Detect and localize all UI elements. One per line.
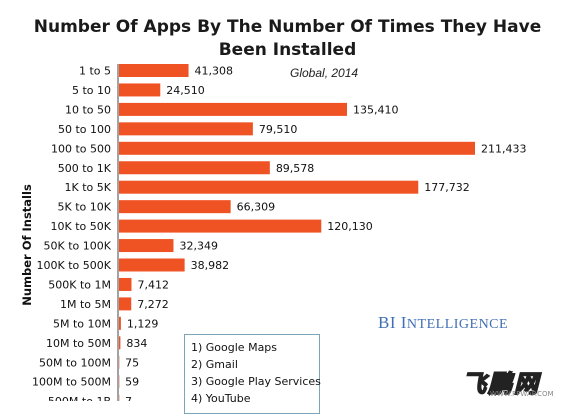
value-label: 24,510 bbox=[166, 84, 205, 97]
category-label: 1 to 5 bbox=[79, 65, 111, 78]
bar bbox=[119, 336, 120, 349]
category-label: 500 to 1K bbox=[58, 162, 112, 175]
value-label: 59 bbox=[125, 376, 139, 389]
watermark-url: WWW.FPWAP.COM bbox=[490, 390, 554, 398]
bar bbox=[119, 64, 189, 77]
value-label: 32,349 bbox=[179, 240, 218, 253]
category-label: 100M to 500M bbox=[32, 376, 111, 389]
category-label: 50K to 100K bbox=[44, 240, 112, 253]
value-label: 41,308 bbox=[195, 65, 234, 78]
value-label: 834 bbox=[126, 337, 147, 350]
bar bbox=[119, 278, 131, 291]
value-label: 1,129 bbox=[127, 317, 159, 330]
bar bbox=[119, 103, 347, 116]
callout-item: 3) Google Play Services bbox=[191, 373, 313, 390]
value-label: 38,982 bbox=[191, 259, 230, 272]
value-label: 7,272 bbox=[137, 298, 169, 311]
value-label: 7,412 bbox=[137, 278, 169, 291]
bar bbox=[119, 161, 270, 174]
bar bbox=[119, 181, 418, 194]
callout-item: 2) Gmail bbox=[191, 356, 313, 373]
bar bbox=[119, 122, 253, 135]
bar bbox=[119, 83, 160, 96]
category-label: 10M to 50M bbox=[46, 337, 111, 350]
bi-intelligence-logo: BI INTELLIGENCE bbox=[378, 313, 508, 333]
category-label: 10 to 50 bbox=[65, 103, 111, 116]
bar bbox=[119, 239, 173, 252]
value-label: 120,130 bbox=[327, 220, 373, 233]
brand-word-rest: NTELLIGENCE bbox=[407, 317, 508, 332]
category-label: 100 to 500 bbox=[51, 142, 111, 155]
value-label: 7 bbox=[125, 395, 132, 401]
bar bbox=[119, 220, 321, 233]
bar bbox=[119, 317, 121, 330]
category-label: 1K to 5K bbox=[65, 181, 112, 194]
site-watermark: 飞鹏网 WWW.FPWAP.COM bbox=[462, 364, 570, 398]
category-label: 50 to 100 bbox=[58, 123, 111, 136]
bar bbox=[119, 297, 131, 310]
brand-initials: BI bbox=[378, 313, 396, 332]
value-label: 75 bbox=[125, 356, 139, 369]
category-label: 500K to 1M bbox=[48, 278, 111, 291]
value-label: 89,578 bbox=[276, 162, 315, 175]
value-label: 66,309 bbox=[237, 201, 276, 214]
category-label: 5K to 10K bbox=[58, 201, 112, 214]
category-label: 5 to 10 bbox=[72, 84, 111, 97]
category-label: 1M to 5M bbox=[60, 298, 111, 311]
top-apps-callout: 1) Google Maps 2) Gmail 3) Google Play S… bbox=[184, 334, 320, 414]
category-label: 100K to 500K bbox=[37, 259, 112, 272]
value-label: 79,510 bbox=[259, 123, 298, 136]
category-label: 50M to 100M bbox=[39, 356, 111, 369]
callout-item: 1) Google Maps bbox=[191, 339, 313, 356]
bar bbox=[119, 142, 475, 155]
value-label: 135,410 bbox=[353, 103, 399, 116]
bar bbox=[119, 259, 185, 272]
value-label: 211,433 bbox=[481, 142, 527, 155]
callout-item: 4) YouTube bbox=[191, 390, 313, 407]
value-label: 177,732 bbox=[424, 181, 470, 194]
bar bbox=[119, 200, 231, 213]
category-label: 500M to 1B bbox=[48, 395, 111, 401]
category-label: 5M to 10M bbox=[53, 317, 111, 330]
category-label: 10K to 50K bbox=[51, 220, 112, 233]
